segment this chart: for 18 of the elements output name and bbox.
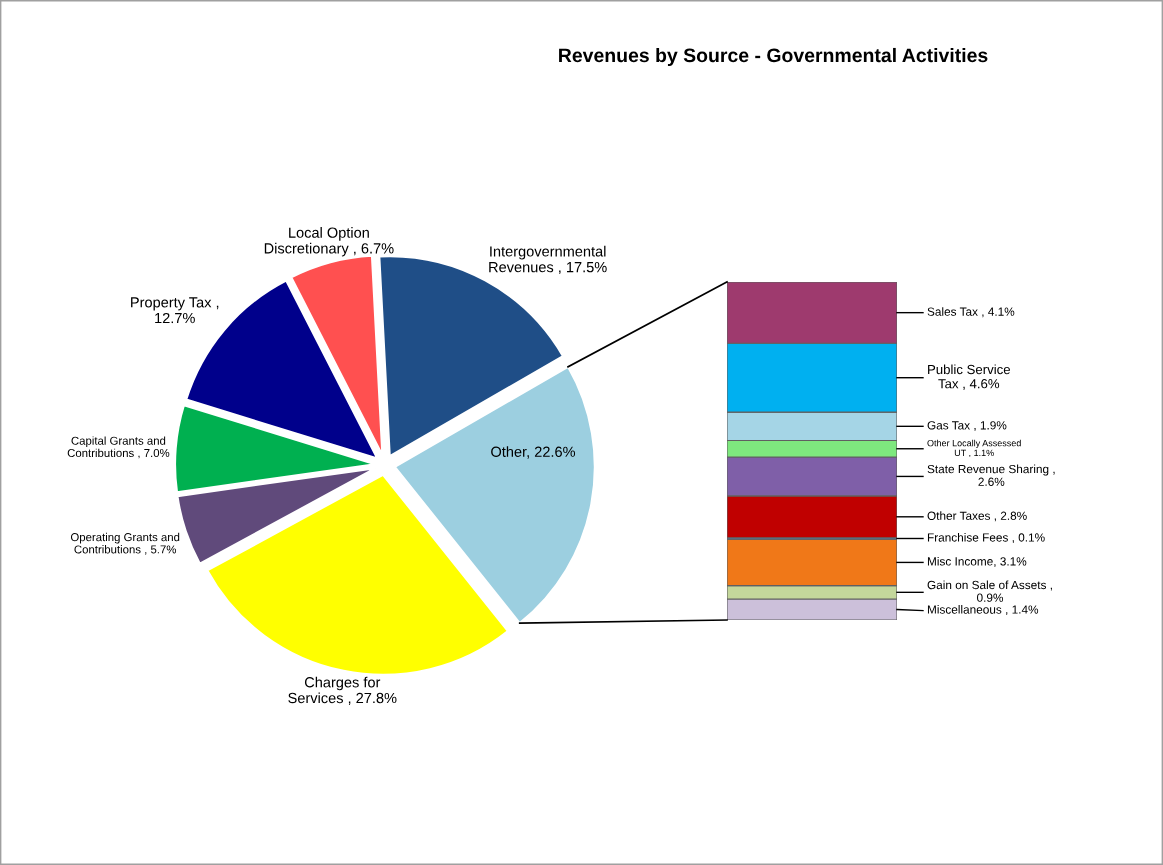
data-label: Other Taxes , 2.8% bbox=[927, 511, 1027, 522]
data-label: Gas Tax , 1.9% bbox=[927, 421, 1007, 431]
data-label: Misc Income, 3.1% bbox=[927, 556, 1027, 567]
slice-label: Capital Grants and Contributions , 7.0% bbox=[67, 436, 170, 459]
data-label: Sales Tax , 4.1% bbox=[927, 307, 1015, 318]
data-label: Franchise Fees , 0.1% bbox=[927, 532, 1045, 544]
data-label: Public Service Tax , 4.6% bbox=[928, 364, 1011, 390]
slice-label: Property Tax , 12.7% bbox=[131, 297, 219, 324]
slice-label: Local Option Discretionary , 6.7% bbox=[264, 227, 394, 257]
data-label: Miscellaneous , 1.4% bbox=[927, 605, 1039, 616]
text: Revenues by Source - Governmental Activities bbox=[559, 47, 988, 67]
data-label: Gain on Sale of Assets , 0.9% bbox=[927, 580, 1052, 602]
slice-label: Other, 22.6% bbox=[491, 446, 576, 459]
data-label: State Revenue Sharing , 2.6% bbox=[927, 464, 1055, 486]
data-label: Other Locally Assessed UT , 1.1% bbox=[927, 439, 1021, 458]
slice-label: Charges for Services , 27.8% bbox=[288, 676, 397, 705]
slice-label: Intergovernmental Revenues , 17.5% bbox=[489, 245, 607, 275]
slice-label: Operating Grants and Contributions , 5.7% bbox=[70, 532, 180, 555]
